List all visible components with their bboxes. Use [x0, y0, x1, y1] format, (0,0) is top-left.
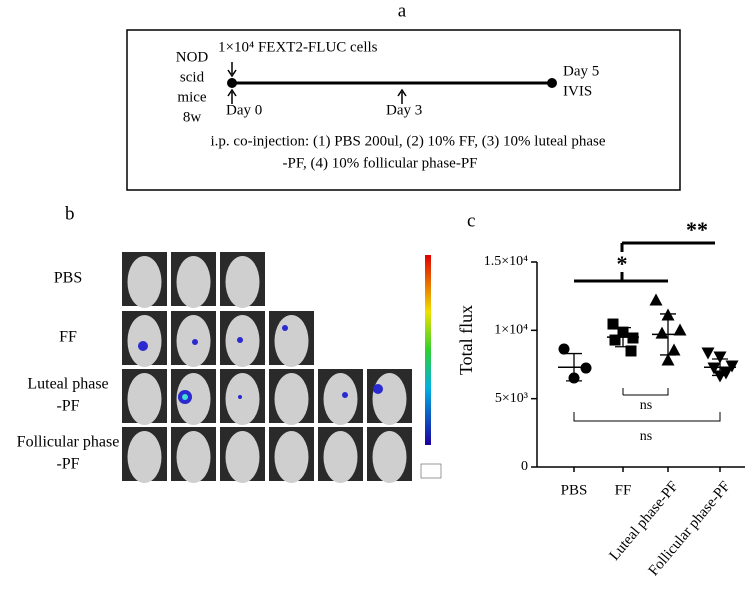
- injection-text: i.p. co-injection: (1) PBS 200ul, (2) 10…: [211, 133, 606, 149]
- data-point: [707, 362, 721, 375]
- mouse-line: scid: [180, 69, 205, 85]
- mouse-body: [274, 431, 309, 483]
- row-label: FF: [59, 329, 77, 346]
- mouse-body: [274, 373, 309, 425]
- data-point: [713, 370, 727, 383]
- y-axis-label: Total flux: [456, 305, 476, 375]
- injection-text: -PF, (4) 10% follicular phase-PF: [282, 155, 477, 171]
- significance-label: **: [686, 217, 708, 242]
- panel-box: [126, 29, 681, 191]
- mouse-body: [225, 256, 260, 308]
- mouse-body: [323, 373, 358, 425]
- y-tick-label: 0: [521, 459, 528, 474]
- signal-spot: [237, 337, 243, 343]
- error-bar: [615, 326, 631, 348]
- significance-bracket: [574, 272, 668, 283]
- x-tick-label: PBS: [561, 482, 588, 498]
- mouse-body: [372, 373, 407, 425]
- y-tick-label: 1×10⁴: [494, 323, 528, 338]
- mouse-line: mice: [177, 89, 206, 105]
- error-bar: [660, 313, 676, 356]
- timeline-dot: [227, 78, 237, 88]
- timeline-dot: [547, 78, 557, 88]
- panel-label: c: [467, 210, 475, 231]
- mouse-body: [127, 373, 162, 425]
- mouse-body: [225, 373, 260, 425]
- mouse-body: [127, 431, 162, 483]
- y-tick-label: 1.5×10⁴: [484, 254, 528, 269]
- data-point: [661, 353, 675, 366]
- y-tick-label: 5×10³: [495, 391, 528, 406]
- significance-bracket: [573, 412, 721, 422]
- error-bar: [712, 358, 728, 377]
- arrow: [227, 88, 237, 104]
- mouse-body: [372, 431, 407, 483]
- mouse-body: [176, 373, 211, 425]
- mouse-body: [127, 256, 162, 308]
- row-label: Follicular phase: [17, 434, 120, 451]
- cells-text: 1×10⁴ FEXT2-FLUC cells: [218, 39, 378, 55]
- day-label: Day 3: [386, 102, 422, 118]
- signal-spot: [282, 325, 288, 331]
- significance-label: *: [617, 251, 628, 276]
- row-label: Luteal phase: [27, 376, 108, 393]
- mouse-body: [225, 431, 260, 483]
- day-label: IVIS: [563, 83, 592, 99]
- row-label: -PF: [56, 398, 79, 415]
- data-point: [713, 351, 727, 364]
- mouse-body: [127, 315, 162, 367]
- signal-spot: [182, 394, 188, 400]
- data-point: [625, 345, 637, 357]
- legend-box: [420, 463, 442, 479]
- signal-spot: [373, 384, 383, 394]
- data-point: [609, 334, 621, 346]
- significance-bracket: [622, 388, 669, 396]
- image-grid: [122, 252, 412, 483]
- error-bar: [566, 352, 582, 382]
- data-point: [719, 367, 733, 380]
- signal-spot: [192, 339, 198, 345]
- data-point: [607, 318, 619, 330]
- mouse-line: 8w: [183, 109, 202, 125]
- panel-label: a: [398, 0, 407, 21]
- data-point: [558, 343, 570, 355]
- day-label: Day 5: [563, 63, 599, 79]
- data-point: [655, 326, 669, 339]
- mouse-body: [323, 431, 358, 483]
- day-label: Day 0: [226, 102, 262, 118]
- x-tick-label: FF: [615, 482, 632, 498]
- arrow: [227, 62, 237, 78]
- colorbar: [425, 255, 431, 445]
- mouse-body: [274, 315, 309, 367]
- row-label: -PF: [56, 456, 79, 473]
- data-point: [673, 323, 687, 336]
- data-point: [701, 347, 715, 360]
- arrow: [397, 88, 407, 104]
- signal-spot: [238, 395, 242, 399]
- mouse-body: [176, 431, 211, 483]
- data-point: [580, 362, 592, 374]
- signal-spot: [342, 392, 348, 398]
- signal-spot: [138, 341, 148, 351]
- data-point: [627, 332, 639, 344]
- row-label: PBS: [54, 270, 82, 287]
- data-point: [649, 293, 663, 306]
- significance-label: ns: [640, 398, 652, 413]
- panel-label: b: [65, 203, 75, 224]
- significance-label: ns: [640, 429, 652, 444]
- data-point: [667, 343, 681, 356]
- mouse-line: NOD: [176, 49, 209, 65]
- mouse-body: [176, 256, 211, 308]
- significance-bracket: [620, 241, 715, 252]
